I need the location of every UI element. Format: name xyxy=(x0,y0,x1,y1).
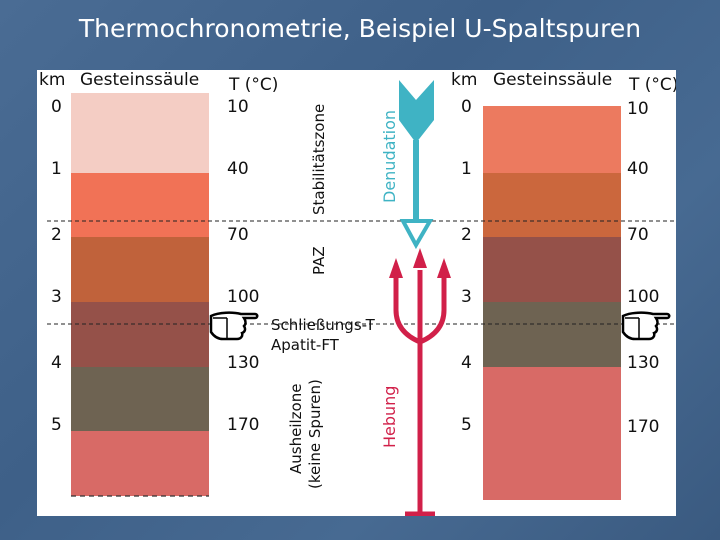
left-depth-label-1: 1 xyxy=(51,159,62,179)
left-depth-labels: 0 1 2 3 4 5 xyxy=(51,97,62,435)
left-temp-label-5: 170 xyxy=(227,415,259,435)
left-rock-column xyxy=(71,93,209,496)
right-temp-label-5: 170 xyxy=(627,417,659,437)
right-rock-column xyxy=(483,106,621,500)
left-temp-label-1: 40 xyxy=(227,159,249,179)
left-temp-label-3: 100 xyxy=(227,287,259,307)
paz-label: PAZ xyxy=(310,246,328,275)
pointing-hand-icon xyxy=(209,311,259,341)
right-temp-label-1: 40 xyxy=(627,159,649,179)
right-rock-layer-2 xyxy=(483,237,621,302)
left-rock-layer-0 xyxy=(71,93,209,173)
left-rock-layer-4 xyxy=(71,367,209,431)
closure-temp-sublabel: Apatit-FT xyxy=(271,336,340,354)
denudation-label: Denudation xyxy=(380,110,399,203)
right-depth-label-3: 3 xyxy=(461,287,472,307)
right-depth-label-0: 0 xyxy=(461,97,472,117)
right-depth-label-4: 4 xyxy=(461,353,472,373)
left-depth-label-5: 5 xyxy=(51,415,62,435)
uplift-label: Hebung xyxy=(380,386,399,448)
slide-title: Thermochronometrie, Beispiel U-Spaltspur… xyxy=(78,14,642,43)
left-rock-layer-3 xyxy=(71,302,209,367)
right-rock-layer-1 xyxy=(483,173,621,237)
right-depth-label-1: 1 xyxy=(461,159,472,179)
annealing-zone-label: Ausheilzone xyxy=(287,384,305,474)
diagram-panel: km Gesteinssäule T (°C) km Gesteinssäule… xyxy=(37,70,676,516)
denudation-arrow-icon xyxy=(399,80,434,250)
pointing-hand-icon-right xyxy=(621,311,671,341)
left-temp-label-2: 70 xyxy=(227,225,249,245)
left-temp-label-0: 10 xyxy=(227,97,249,117)
right-depth-labels: 0 1 2 3 4 5 xyxy=(461,97,472,435)
left-temp-labels: 10 40 70 100 130 170 xyxy=(227,97,259,435)
right-temp-label-0: 10 xyxy=(627,99,649,119)
right-temp-label-3: 100 xyxy=(627,287,659,307)
right-rock-layer-5 xyxy=(483,431,621,500)
right-rock-layer-3 xyxy=(483,302,621,367)
left-rock-layer-2 xyxy=(71,237,209,302)
stability-zone-label: Stabilitätszone xyxy=(310,104,328,215)
right-km-header: km xyxy=(451,70,477,90)
right-column-header: Gesteinssäule xyxy=(493,70,612,90)
right-temp-labels: 10 40 70 100 130 170 xyxy=(627,99,659,437)
right-rock-layer-0 xyxy=(483,106,621,173)
left-depth-label-2: 2 xyxy=(51,225,62,245)
uplift-trident-icon xyxy=(393,270,447,516)
right-depth-label-2: 2 xyxy=(461,225,472,245)
annealing-zone-sublabel: (keine Spuren) xyxy=(306,379,324,489)
right-temp-label-4: 130 xyxy=(627,353,659,373)
left-temp-header: T (°C) xyxy=(228,75,278,95)
right-depth-label-5: 5 xyxy=(461,415,472,435)
left-depth-label-4: 4 xyxy=(51,353,62,373)
left-rock-layer-1 xyxy=(71,173,209,237)
left-depth-label-3: 3 xyxy=(51,287,62,307)
right-rock-layer-4 xyxy=(483,367,621,431)
uplift-arrowheads xyxy=(389,248,451,278)
left-depth-label-0: 0 xyxy=(51,97,62,117)
left-temp-label-4: 130 xyxy=(227,353,259,373)
closure-temp-label: Schließungs-T xyxy=(271,316,376,334)
geology-diagram: km Gesteinssäule T (°C) km Gesteinssäule… xyxy=(39,70,676,516)
right-temp-label-2: 70 xyxy=(627,225,649,245)
left-km-header: km xyxy=(39,70,65,90)
left-column-header: Gesteinssäule xyxy=(80,70,199,90)
right-temp-header: T (°C) xyxy=(628,75,676,95)
left-rock-layer-5 xyxy=(71,431,209,496)
